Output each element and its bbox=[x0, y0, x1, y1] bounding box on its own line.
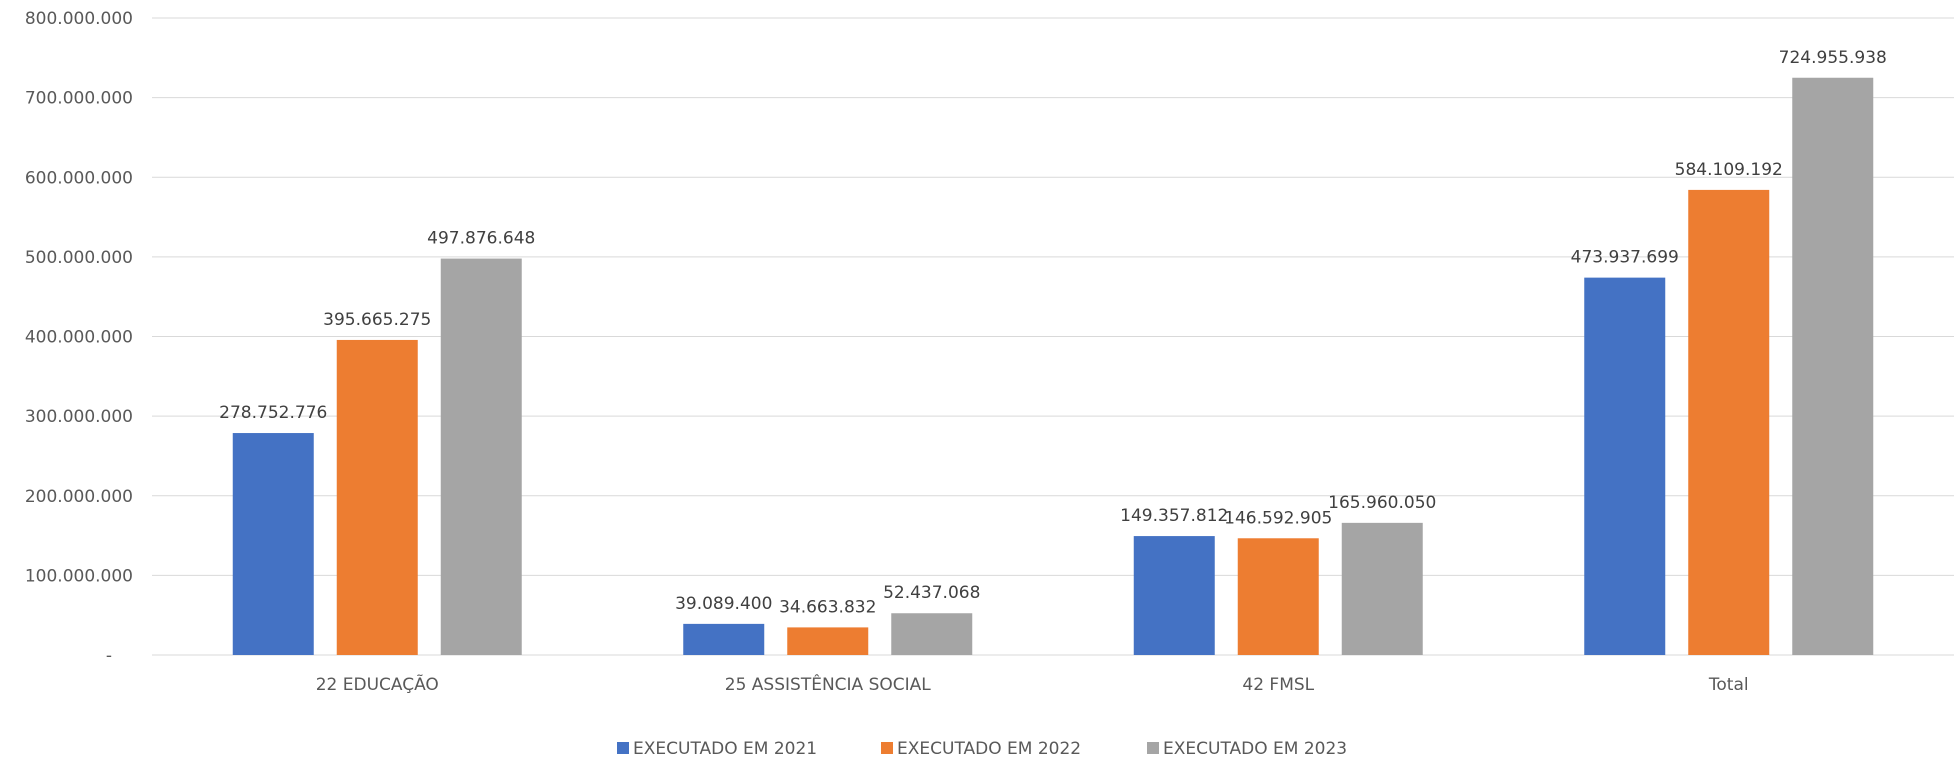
y-tick-label-4: 400.000.000 bbox=[25, 328, 133, 348]
legend-label-1: EXECUTADO EM 2022 bbox=[897, 739, 1081, 758]
bar-3-0 bbox=[1584, 277, 1666, 655]
data-label-2-0: 149.357.812 bbox=[1120, 506, 1228, 526]
legend: EXECUTADO EM 2021 EXECUTADO EM 2022 EXECUT… bbox=[617, 739, 1347, 758]
y-tick-label-1: 100.000.000 bbox=[25, 566, 133, 586]
category-label-2: 42 FMSL bbox=[1242, 675, 1314, 695]
bar-0-2 bbox=[440, 258, 522, 655]
data-label-3-1: 584.109.192 bbox=[1675, 160, 1783, 180]
bar-0-1 bbox=[336, 339, 418, 655]
bar-3-1 bbox=[1688, 189, 1770, 655]
legend-label-2: EXECUTADO EM 2023 bbox=[1163, 739, 1347, 758]
bar-1-1 bbox=[787, 627, 869, 655]
data-label-0-0: 278.752.776 bbox=[219, 403, 327, 423]
bar-3-2 bbox=[1792, 77, 1874, 655]
bar-0-0 bbox=[232, 433, 314, 655]
category-label-3: Total bbox=[1708, 675, 1749, 695]
bar-1-0 bbox=[683, 623, 765, 655]
legend-swatch-2 bbox=[1147, 742, 1159, 754]
data-label-3-2: 724.955.938 bbox=[1779, 48, 1887, 68]
y-tick-label-8: 800.000.000 bbox=[25, 9, 133, 29]
y-tick-label-5: 500.000.000 bbox=[25, 248, 133, 268]
y-tick-label-3: 300.000.000 bbox=[25, 407, 133, 427]
data-label-0-2: 497.876.648 bbox=[427, 229, 535, 249]
bar-1-2 bbox=[891, 613, 973, 655]
category-label-0: 22 EDUCAÇÃO bbox=[316, 673, 439, 695]
bar-2-2 bbox=[1341, 522, 1423, 655]
data-label-2-2: 165.960.050 bbox=[1328, 493, 1436, 513]
gridlines bbox=[152, 17, 1954, 656]
x-axis-category-labels: 22 EDUCAÇÃO 25 ASSISTÊNCIA SOCIAL 42 FMSL T… bbox=[316, 673, 1749, 695]
bars bbox=[232, 77, 1874, 655]
data-label-0-1: 395.665.275 bbox=[323, 310, 431, 330]
data-label-1-2: 52.437.068 bbox=[883, 583, 980, 603]
data-labels: 278.752.776 395.665.275 497.876.648 39.089.… bbox=[219, 48, 1887, 618]
legend-swatch-0 bbox=[617, 742, 629, 754]
y-tick-label-6: 600.000.000 bbox=[25, 168, 133, 188]
y-tick-label-0: - bbox=[106, 646, 112, 666]
data-label-2-1: 146.592.905 bbox=[1224, 508, 1332, 528]
data-label-1-1: 34.663.832 bbox=[779, 597, 876, 617]
bar-2-0 bbox=[1133, 536, 1215, 655]
y-axis-tick-labels: - 100.000.000 200.000.000 300.000.000 400.00… bbox=[25, 9, 133, 666]
data-label-1-0: 39.089.400 bbox=[675, 594, 772, 614]
legend-swatch-1 bbox=[881, 742, 893, 754]
y-tick-label-7: 700.000.000 bbox=[25, 89, 133, 109]
data-label-3-0: 473.937.699 bbox=[1571, 248, 1679, 268]
category-label-1: 25 ASSISTÊNCIA SOCIAL bbox=[725, 673, 931, 695]
y-tick-label-2: 200.000.000 bbox=[25, 487, 133, 507]
bar-2-1 bbox=[1237, 538, 1319, 655]
legend-label-0: EXECUTADO EM 2021 bbox=[633, 739, 817, 758]
